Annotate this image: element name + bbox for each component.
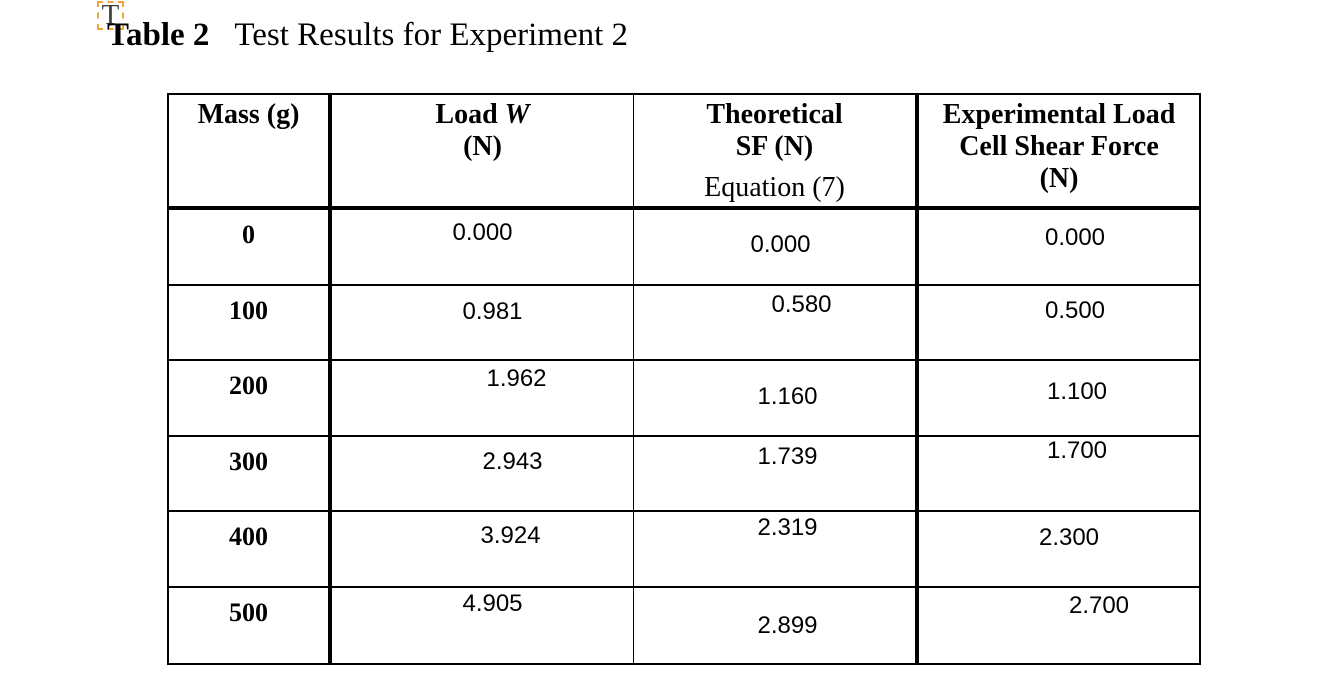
cell-text: 200 xyxy=(229,371,268,400)
header-line: Theoretical xyxy=(706,99,843,130)
value-cell: 1.962 xyxy=(332,361,634,437)
value-cell: 0.500 xyxy=(919,286,1199,361)
header-line: Experimental Load xyxy=(942,99,1176,130)
column-header-load-w: Load W (N) xyxy=(332,95,634,210)
cell-text: 2.319 xyxy=(757,514,818,541)
column-header-experimental-shear: Experimental Load Cell Shear Force (N) xyxy=(919,95,1199,210)
text-annotation-marker[interactable]: T xyxy=(97,1,124,30)
cell-text: 1.739 xyxy=(757,442,818,470)
value-cell: 0.000 xyxy=(332,210,634,286)
cell-text: 1.700 xyxy=(1046,436,1108,464)
value-cell: 1.160 xyxy=(634,361,919,437)
value-cell: 4.905 xyxy=(332,587,634,663)
value-cell: 1.100 xyxy=(919,361,1199,437)
cell-text: 100 xyxy=(229,295,268,325)
cell-text: 400 xyxy=(229,522,268,551)
column-header-theoretical-sf: Theoretical SF (N) Equation (7) xyxy=(634,95,919,210)
value-cell: 1.739 xyxy=(634,436,919,512)
cell-text: 1.962 xyxy=(486,365,547,392)
header-line: SF (N) xyxy=(735,131,814,162)
text-tool-icon: T xyxy=(101,0,120,31)
value-cell: 0.580 xyxy=(634,285,919,361)
value-cell: 2.300 xyxy=(919,512,1199,588)
value-cell: 2.899 xyxy=(634,587,919,663)
mass-cell: 0 xyxy=(169,210,332,286)
cell-text: 0.580 xyxy=(771,290,832,318)
cell-text: 1.160 xyxy=(757,383,818,410)
header-line: (N) xyxy=(1039,163,1079,194)
mass-cell: 400 xyxy=(169,512,332,588)
value-cell: 2.943 xyxy=(332,436,634,512)
mass-cell: 100 xyxy=(169,285,332,361)
mass-cell: 300 xyxy=(169,436,332,512)
cell-text: 0 xyxy=(242,220,255,249)
value-cell: 0.000 xyxy=(634,210,919,286)
value-cell: 3.924 xyxy=(332,512,634,588)
mass-cell: 500 xyxy=(169,587,332,663)
header-line: Cell Shear Force xyxy=(959,131,1159,162)
cell-text: 4.905 xyxy=(462,589,523,617)
cell-text: 500 xyxy=(229,597,268,627)
value-cell: 2.700 xyxy=(919,588,1199,664)
header-line: Load W xyxy=(435,99,530,130)
cell-text: 1.100 xyxy=(1046,378,1108,405)
value-cell: 0.981 xyxy=(332,285,634,361)
table-caption: Table 2 Test Results for Experiment 2 xyxy=(107,16,628,54)
results-table: Mass (g) Load W (N) Theoretical SF (N) Equati… xyxy=(167,93,1201,665)
mass-cell: 200 xyxy=(169,361,332,437)
header-line: (N) xyxy=(463,131,502,162)
value-cell: 0.000 xyxy=(919,210,1199,286)
cell-text: 0.000 xyxy=(452,219,513,246)
header-line: Equation (7) xyxy=(704,172,845,203)
cell-text: 300 xyxy=(229,446,268,476)
column-header-mass: Mass (g) xyxy=(169,95,332,210)
caption-text: Test Results for Experiment 2 xyxy=(234,17,629,53)
value-cell: 2.319 xyxy=(634,512,919,588)
cell-text: 3.924 xyxy=(480,522,541,549)
cell-text: 2.300 xyxy=(1038,524,1100,551)
value-cell: 1.700 xyxy=(919,436,1199,512)
cell-text: 2.700 xyxy=(1068,591,1130,619)
cell-text: 0.000 xyxy=(1044,224,1106,251)
cell-text: 2.899 xyxy=(757,611,818,639)
cell-text: 0.000 xyxy=(750,231,811,258)
cell-text: 0.500 xyxy=(1044,296,1106,324)
header-line: Mass (g) xyxy=(197,99,300,130)
cell-text: 0.981 xyxy=(462,297,523,325)
cell-text: 2.943 xyxy=(482,447,543,475)
caption-label: Table 2 xyxy=(107,17,210,53)
